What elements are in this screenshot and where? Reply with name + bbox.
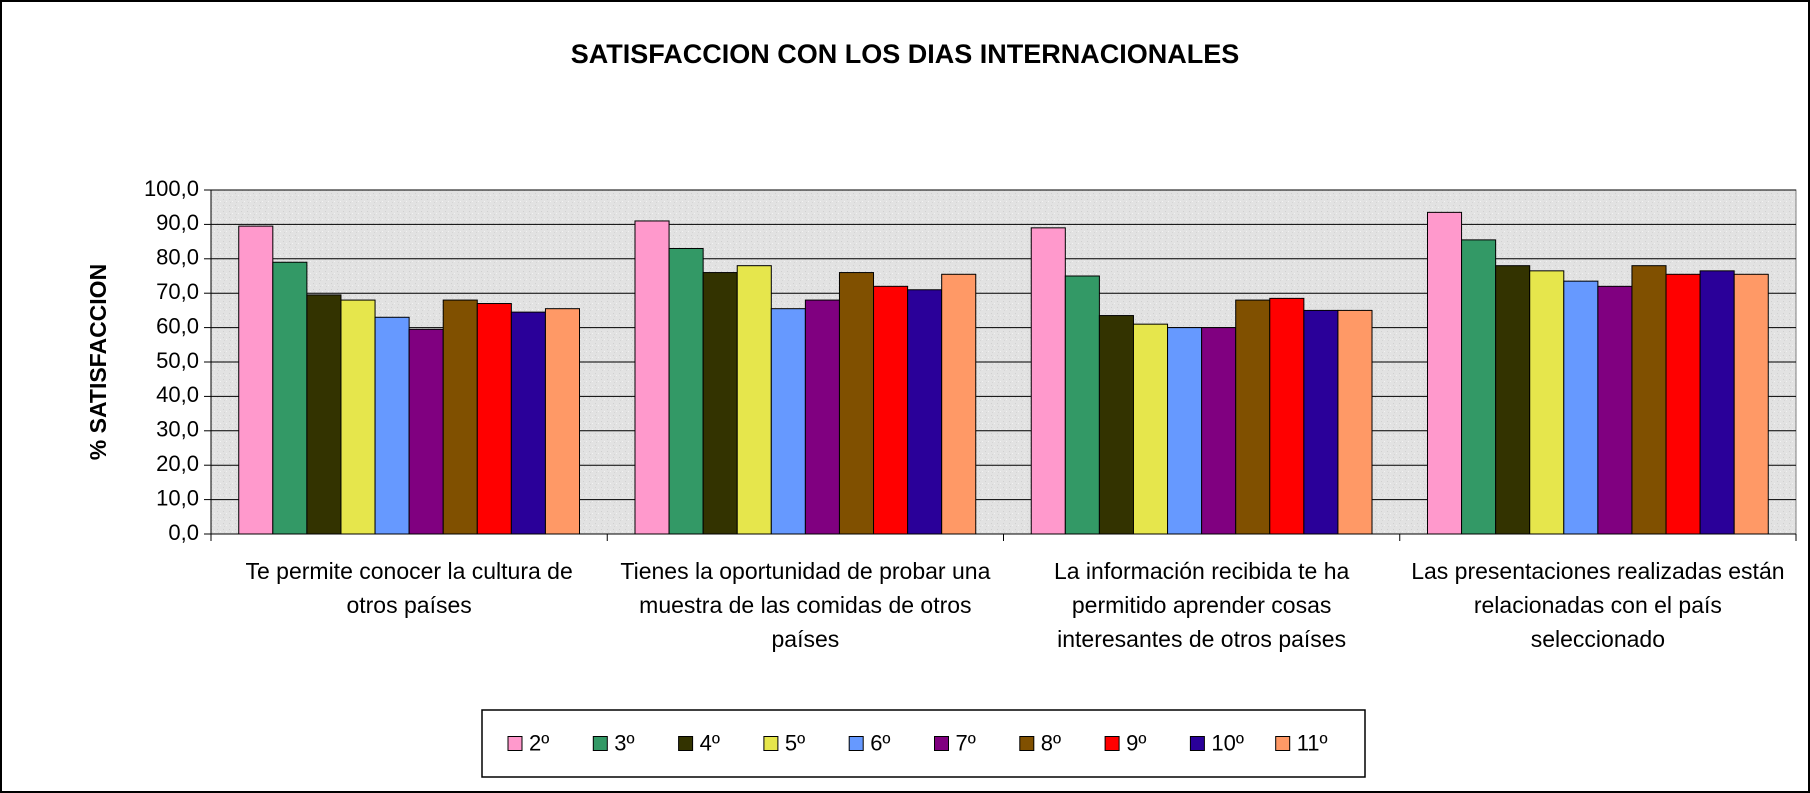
bar — [1631, 265, 1667, 535]
bar — [476, 303, 512, 535]
y-tick-label: 60,0 — [156, 313, 199, 338]
chart-title: SATISFACCION CON LOS DIAS INTERNACIONALE… — [571, 39, 1240, 69]
bar — [340, 299, 376, 535]
legend-label: 5º — [785, 730, 805, 755]
bar — [1201, 327, 1237, 535]
y-tick-label: 70,0 — [156, 279, 199, 304]
bar — [1426, 211, 1463, 535]
bar — [804, 299, 840, 535]
bar — [510, 311, 546, 535]
legend-swatch — [1189, 736, 1205, 751]
bar — [1529, 270, 1565, 535]
bar — [1030, 227, 1066, 535]
bar — [1098, 315, 1134, 535]
bar — [668, 247, 704, 535]
legend-label: 2º — [529, 730, 549, 755]
bar — [1563, 280, 1599, 535]
legend-swatch — [848, 736, 864, 751]
legend-label: 9º — [1126, 730, 1146, 755]
bar — [770, 308, 806, 535]
bar — [702, 272, 738, 535]
bar — [634, 220, 670, 535]
legend-swatch — [1019, 736, 1035, 751]
bar — [1597, 285, 1633, 535]
bar — [1167, 327, 1203, 535]
bar — [374, 316, 410, 535]
bar — [1461, 239, 1497, 535]
bar — [838, 272, 875, 535]
y-tick-label: 10,0 — [156, 485, 199, 510]
bar — [1269, 297, 1305, 535]
y-tick-label: 30,0 — [156, 417, 199, 442]
legend-label: 11º — [1297, 730, 1328, 755]
y-tick-label: 90,0 — [156, 210, 199, 235]
x-tick-label: La información recibida te ha permitido … — [1053, 558, 1350, 652]
legend-label: 3º — [614, 730, 634, 755]
legend-swatch — [934, 736, 949, 751]
bar — [1665, 273, 1701, 535]
legend-swatch — [592, 736, 608, 751]
legend-label: 4º — [700, 730, 720, 755]
bar — [442, 299, 478, 535]
x-tick-label: Tienes la oportunidad de probar una mues… — [620, 558, 991, 652]
bar — [1235, 299, 1271, 535]
y-tick-label: 80,0 — [156, 245, 199, 270]
bar — [736, 265, 772, 535]
y-tick-label: 50,0 — [156, 348, 199, 373]
bar — [1064, 275, 1100, 535]
y-tick-label: 40,0 — [156, 382, 199, 407]
y-tick-label: 100,0 — [144, 176, 199, 201]
bar — [272, 261, 308, 535]
legend-label: 6º — [870, 730, 890, 755]
bar — [1495, 265, 1531, 535]
bar — [941, 273, 977, 535]
bar — [1699, 270, 1735, 535]
legend-box — [481, 709, 1366, 778]
y-axis-label: % SATISFACCION — [85, 264, 111, 460]
bar — [1303, 309, 1339, 535]
legend-swatch — [507, 736, 523, 751]
legend-label: 10º — [1211, 730, 1244, 755]
y-tick-label: 20,0 — [156, 451, 199, 476]
x-tick-label: Te permite conocer la cultura de otros p… — [245, 558, 573, 618]
bar — [1733, 273, 1769, 535]
y-tick-label: 0,0 — [168, 520, 199, 545]
bar — [873, 285, 909, 535]
bar — [544, 308, 581, 535]
legend-label: 7º — [956, 730, 976, 755]
legend-swatch — [763, 736, 779, 751]
legend-swatch — [1104, 736, 1120, 751]
legend-swatch — [1275, 736, 1291, 751]
legend-label: 8º — [1041, 730, 1061, 755]
x-tick-label: Las presentaciones realizadas están rela… — [1411, 558, 1785, 652]
bar — [238, 225, 274, 535]
legend-swatch — [678, 736, 694, 751]
bar — [907, 289, 943, 535]
bar — [1337, 309, 1373, 535]
bar — [1132, 323, 1169, 535]
bar — [306, 294, 342, 535]
bar — [408, 328, 444, 535]
